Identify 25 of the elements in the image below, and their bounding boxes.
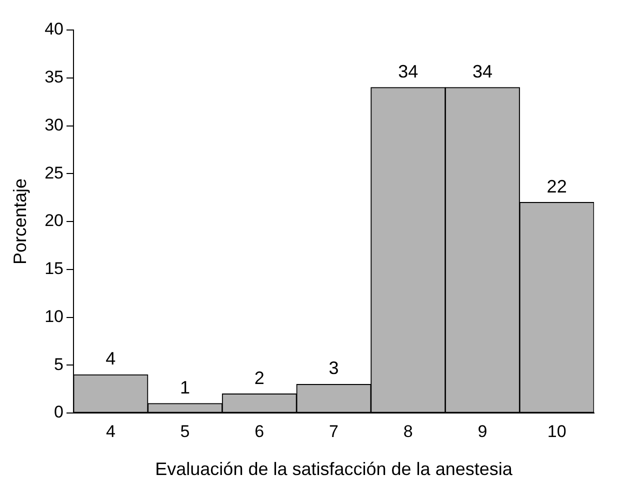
data-label: 34	[472, 61, 492, 82]
x-tick-label: 10	[547, 422, 566, 441]
data-label: 22	[546, 176, 567, 196]
x-tick-label: 7	[329, 422, 338, 441]
data-label: 2	[254, 368, 264, 388]
x-tick-label: 5	[180, 422, 190, 441]
x-axis-title: Evaluación de la satisfacción de la anestesia	[155, 459, 514, 480]
x-tick-label: 8	[403, 422, 413, 441]
y-tick-label: 25	[44, 163, 64, 182]
data-label: 34	[398, 61, 418, 82]
y-tick-label: 35	[44, 68, 64, 87]
y-axis-title: Porcentaje	[10, 178, 30, 265]
y-tick-label: 15	[44, 259, 64, 278]
y-tick-label: 30	[44, 115, 64, 134]
x-tick-label: 9	[478, 422, 488, 441]
x-tick-label: 6	[254, 422, 264, 441]
y-tick-label: 20	[44, 211, 64, 230]
y-tick-label: 5	[54, 354, 64, 374]
data-label: 3	[328, 358, 339, 378]
y-tick-label: 10	[44, 306, 64, 326]
y-tick-label: 40	[44, 20, 64, 39]
data-label: 4	[106, 348, 116, 369]
y-tick-label: 0	[54, 402, 64, 422]
data-label: 1	[180, 377, 190, 398]
x-tick-label: 4	[106, 422, 116, 441]
